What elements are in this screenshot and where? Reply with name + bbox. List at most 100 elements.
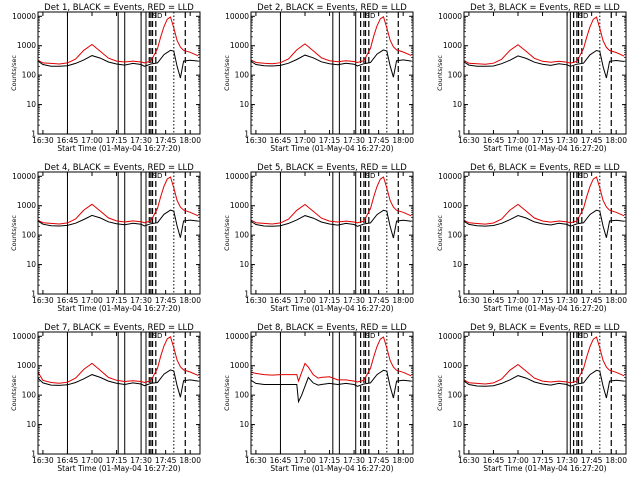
- lld-series-line: [250, 176, 412, 225]
- y-tick-label: 1000: [230, 361, 249, 370]
- y-tick-label: 1: [244, 450, 249, 459]
- lld-series-line: [37, 336, 199, 384]
- plot-frame: [37, 171, 201, 295]
- plot-frame: [463, 331, 627, 455]
- x-tick-label: 17:30: [343, 456, 365, 465]
- x-tick-label: 17:45: [368, 136, 390, 145]
- y-tick-label: 10: [452, 260, 462, 269]
- panel-title: Det 4, BLACK = Events, RED = LLD: [44, 163, 194, 173]
- y-tick-label: 1: [31, 450, 36, 459]
- y-axis-label: Counts/sec: [223, 375, 231, 411]
- x-tick-label: 17:00: [507, 136, 529, 145]
- x-tick-label: 16:30: [458, 456, 480, 465]
- x-tick-label: 18:00: [392, 136, 414, 145]
- y-tick-label: 1: [31, 290, 36, 299]
- x-tick-label: 17:30: [343, 296, 365, 305]
- y-tick-label: 100: [22, 231, 37, 240]
- x-tick-label: 17:00: [507, 456, 529, 465]
- x-tick-label: 16:45: [57, 456, 79, 465]
- y-tick-label: 10: [26, 260, 36, 269]
- x-tick-label: 16:30: [458, 296, 480, 305]
- y-tick-label: 100: [22, 391, 37, 400]
- annotation-label: SD: [366, 12, 376, 20]
- y-tick-label: 1000: [443, 41, 462, 50]
- events-series-line: [250, 49, 412, 78]
- y-tick-label: 100: [235, 391, 250, 400]
- x-axis-label: Start Time (01-May-04 16:27:20): [483, 464, 606, 473]
- y-tick-label: 10000: [12, 172, 36, 181]
- events-series-line: [37, 209, 199, 238]
- lld-series-line: [463, 176, 625, 225]
- annotation-label: SD: [366, 172, 376, 180]
- x-tick-label: 16:30: [458, 136, 480, 145]
- y-tick-label: 10000: [225, 332, 249, 341]
- y-tick-label: 1000: [17, 361, 36, 370]
- panel-title: Det 1, BLACK = Events, RED = LLD: [44, 3, 194, 13]
- panel-title: Det 9, BLACK = Events, RED = LLD: [470, 323, 620, 333]
- annotation-label: SD: [366, 332, 376, 340]
- x-tick-label: 16:45: [270, 136, 292, 145]
- x-axis-label: Start Time (01-May-04 16:27:20): [270, 464, 393, 473]
- x-tick-label: 17:30: [556, 296, 578, 305]
- y-tick-label: 10: [26, 100, 36, 109]
- y-tick-label: 100: [235, 231, 250, 240]
- x-tick-label: 17:30: [130, 136, 152, 145]
- x-tick-label: 18:00: [605, 136, 627, 145]
- plot-frame: [250, 171, 414, 295]
- y-tick-label: 10000: [12, 12, 36, 21]
- y-tick-label: 100: [448, 71, 463, 80]
- x-tick-label: 17:45: [155, 456, 177, 465]
- plot-frame: [37, 11, 201, 135]
- x-tick-label: 17:45: [581, 456, 603, 465]
- y-tick-label: 10000: [438, 12, 462, 21]
- annotation-label: SD: [579, 172, 589, 180]
- y-tick-label: 1: [457, 450, 462, 459]
- x-tick-label: 17:00: [294, 456, 316, 465]
- x-axis-label: Start Time (01-May-04 16:27:20): [483, 144, 606, 153]
- x-tick-label: 17:00: [294, 296, 316, 305]
- x-tick-label: 17:45: [368, 296, 390, 305]
- y-tick-label: 1: [244, 290, 249, 299]
- y-tick-label: 1000: [17, 201, 36, 210]
- y-tick-label: 1000: [443, 361, 462, 370]
- x-tick-label: 17:45: [368, 456, 390, 465]
- x-tick-label: 17:30: [130, 456, 152, 465]
- y-axis-label: Counts/sec: [436, 215, 444, 251]
- x-tick-label: 16:30: [32, 136, 54, 145]
- x-tick-label: 17:30: [556, 456, 578, 465]
- y-tick-label: 10: [452, 420, 462, 429]
- y-tick-label: 1: [457, 130, 462, 139]
- x-tick-label: 16:45: [57, 296, 79, 305]
- plot-frame: [463, 11, 627, 135]
- annotation-label: SD: [579, 332, 589, 340]
- y-tick-label: 10000: [225, 172, 249, 181]
- annotation-label: SD: [579, 12, 589, 20]
- x-tick-label: 18:00: [179, 456, 201, 465]
- x-axis-label: Start Time (01-May-04 16:27:20): [57, 304, 180, 313]
- panel-title: Det 2, BLACK = Events, RED = LLD: [257, 3, 407, 13]
- x-tick-label: 17:00: [294, 136, 316, 145]
- x-tick-label: 17:45: [581, 296, 603, 305]
- y-tick-label: 10: [26, 420, 36, 429]
- x-tick-label: 17:00: [81, 456, 103, 465]
- x-tick-label: 17:15: [106, 456, 128, 465]
- x-tick-label: 16:45: [483, 136, 505, 145]
- x-tick-label: 17:45: [581, 136, 603, 145]
- x-tick-label: 16:45: [483, 456, 505, 465]
- y-tick-label: 10000: [438, 172, 462, 181]
- x-axis-label: Start Time (01-May-04 16:27:20): [270, 144, 393, 153]
- lld-series-line: [250, 336, 412, 383]
- events-series-line: [250, 209, 412, 239]
- x-tick-label: 16:30: [32, 296, 54, 305]
- x-tick-label: 16:30: [245, 296, 267, 305]
- panel-title: Det 7, BLACK = Events, RED = LLD: [44, 323, 194, 333]
- x-tick-label: 17:15: [532, 456, 554, 465]
